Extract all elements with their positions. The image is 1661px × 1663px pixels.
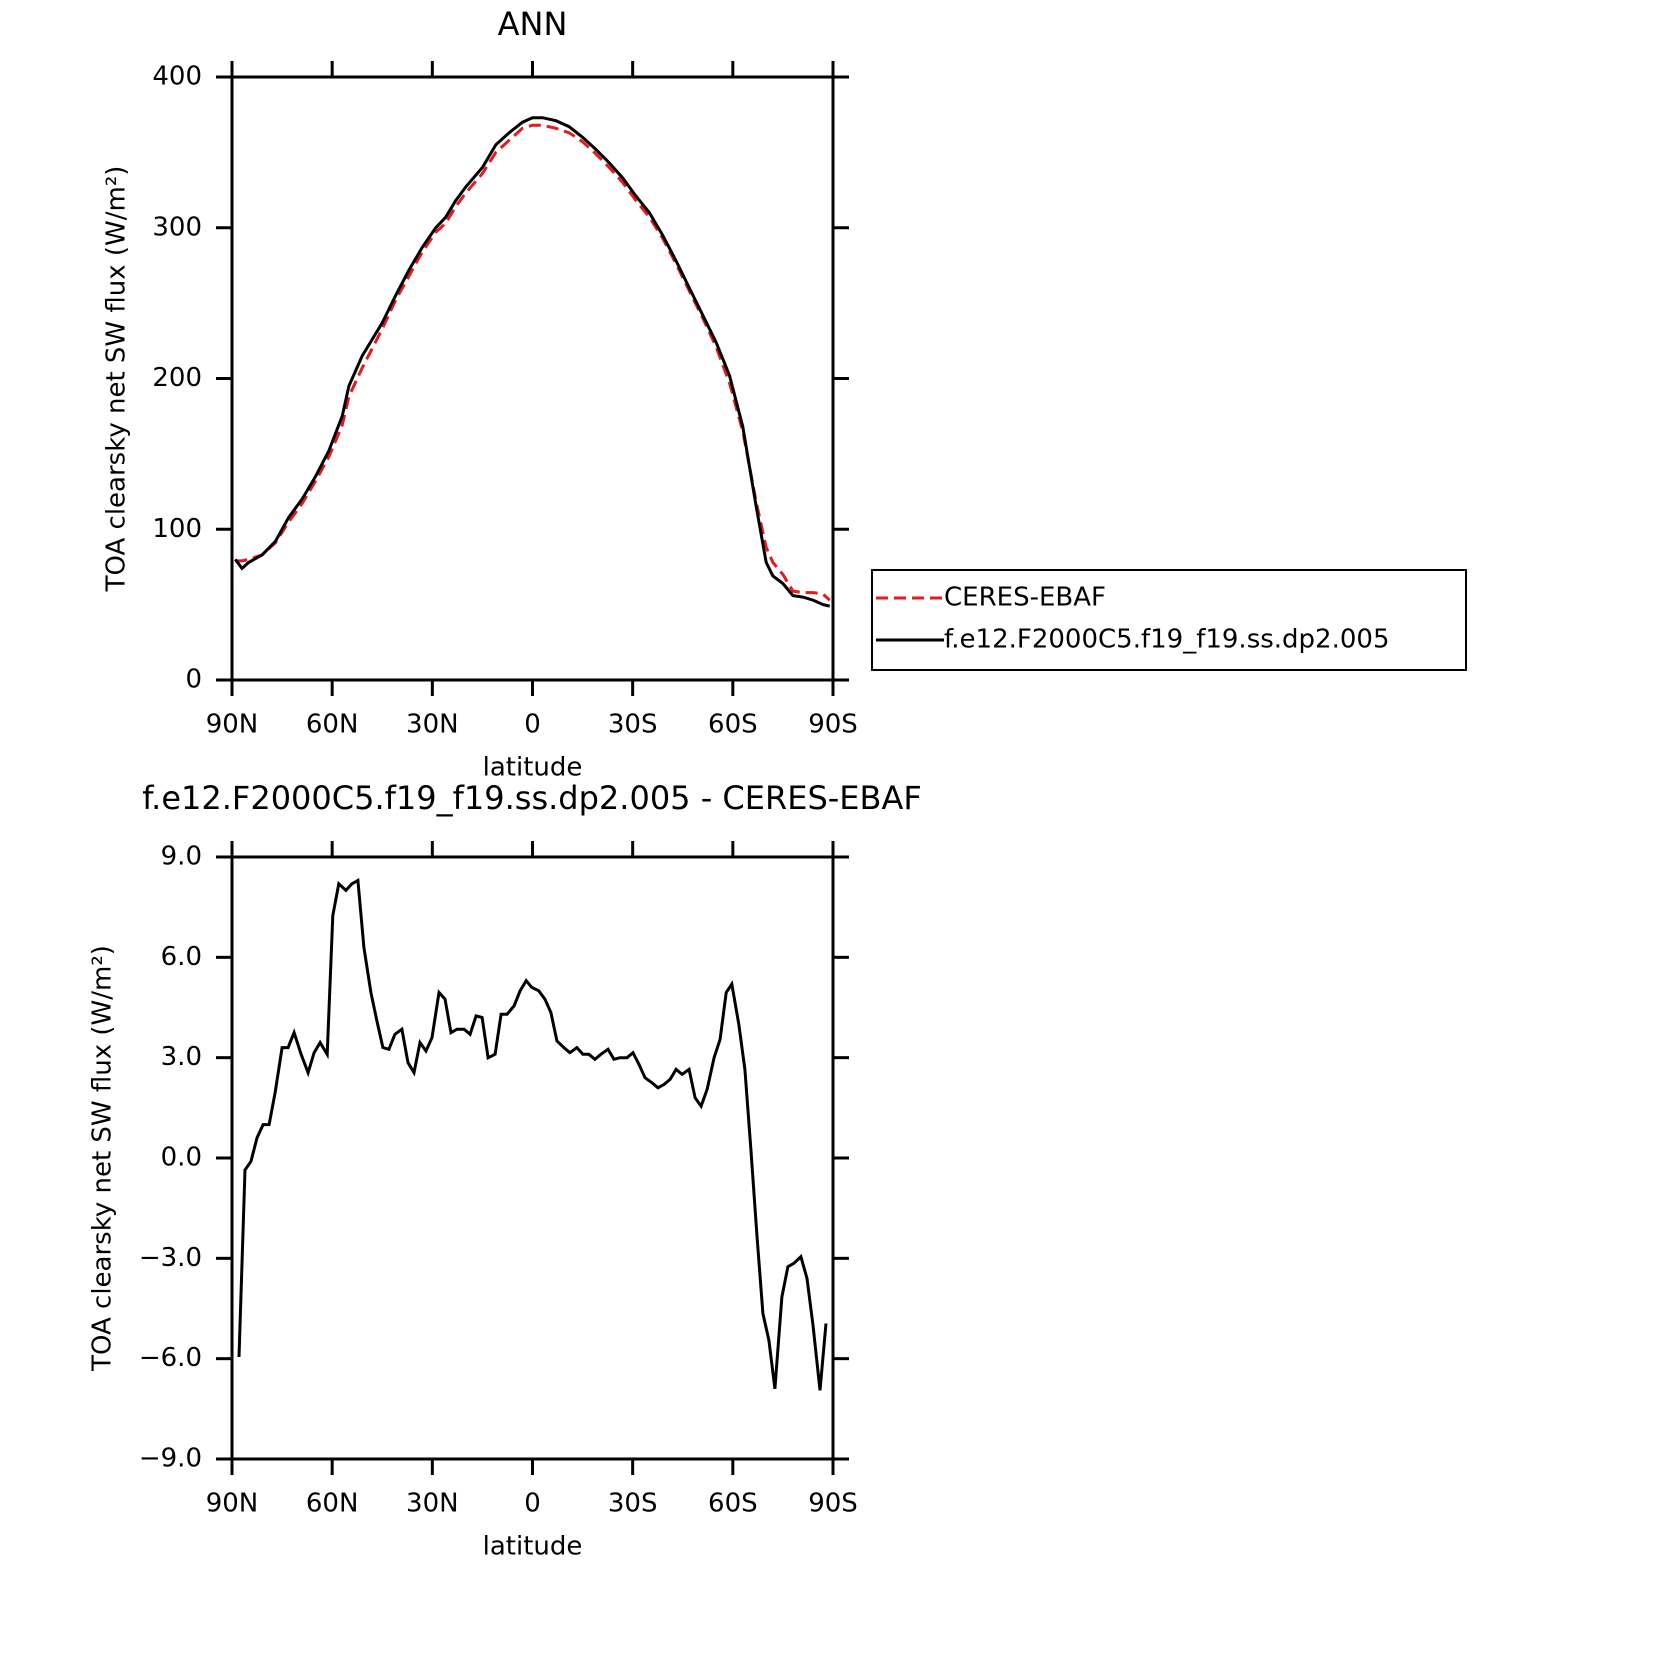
plot-frame — [230, 75, 835, 682]
y-axis-label: TOA clearsky net SW flux (W/m²) — [88, 945, 118, 1372]
y-tick-label: 300 — [152, 212, 202, 242]
x-axis-label: latitude — [483, 1532, 583, 1562]
y-tick-label: 200 — [152, 363, 202, 393]
x-tick-label: 90N — [206, 710, 259, 740]
x-tick-label: 60S — [708, 1489, 758, 1519]
legend-label: CERES-EBAF — [944, 583, 1106, 613]
plot-frame — [230, 855, 835, 1461]
data-line — [235, 123, 831, 602]
x-tick-label: 30S — [608, 710, 658, 740]
data-line — [234, 116, 831, 608]
x-tick-label: 60S — [708, 710, 758, 740]
x-axis-label: latitude — [483, 753, 583, 783]
y-tick-label: 100 — [152, 514, 202, 544]
y-tick-label: −6.0 — [139, 1343, 202, 1373]
y-axis-label: TOA clearsky net SW flux (W/m²) — [102, 166, 132, 593]
legend-box — [871, 569, 1467, 671]
y-tick-label: 400 — [152, 62, 202, 92]
legend-label: f.e12.F2000C5.f19_f19.ss.dp2.005 — [944, 625, 1390, 655]
y-tick-label: −3.0 — [139, 1243, 202, 1273]
y-tick-label: 6.0 — [161, 942, 202, 972]
data-line — [237, 877, 828, 1391]
x-tick-label: 60N — [306, 710, 359, 740]
chart-title: f.e12.F2000C5.f19_f19.ss.dp2.005 - CERES… — [142, 779, 922, 817]
y-tick-label: 9.0 — [161, 842, 202, 872]
x-tick-label: 90S — [808, 710, 858, 740]
x-tick-label: 0 — [524, 1489, 541, 1519]
x-tick-label: 90S — [808, 1489, 858, 1519]
y-tick-label: −9.0 — [139, 1444, 202, 1474]
chart-title: ANN — [498, 5, 568, 43]
y-tick-label: 0 — [185, 665, 202, 695]
y-tick-label: 3.0 — [161, 1042, 202, 1072]
x-tick-label: 30N — [406, 710, 459, 740]
x-tick-label: 30N — [406, 1489, 459, 1519]
x-tick-label: 30S — [608, 1489, 658, 1519]
x-tick-label: 0 — [524, 710, 541, 740]
y-tick-label: 0.0 — [161, 1143, 202, 1173]
x-tick-label: 60N — [306, 1489, 359, 1519]
x-tick-label: 90N — [206, 1489, 259, 1519]
